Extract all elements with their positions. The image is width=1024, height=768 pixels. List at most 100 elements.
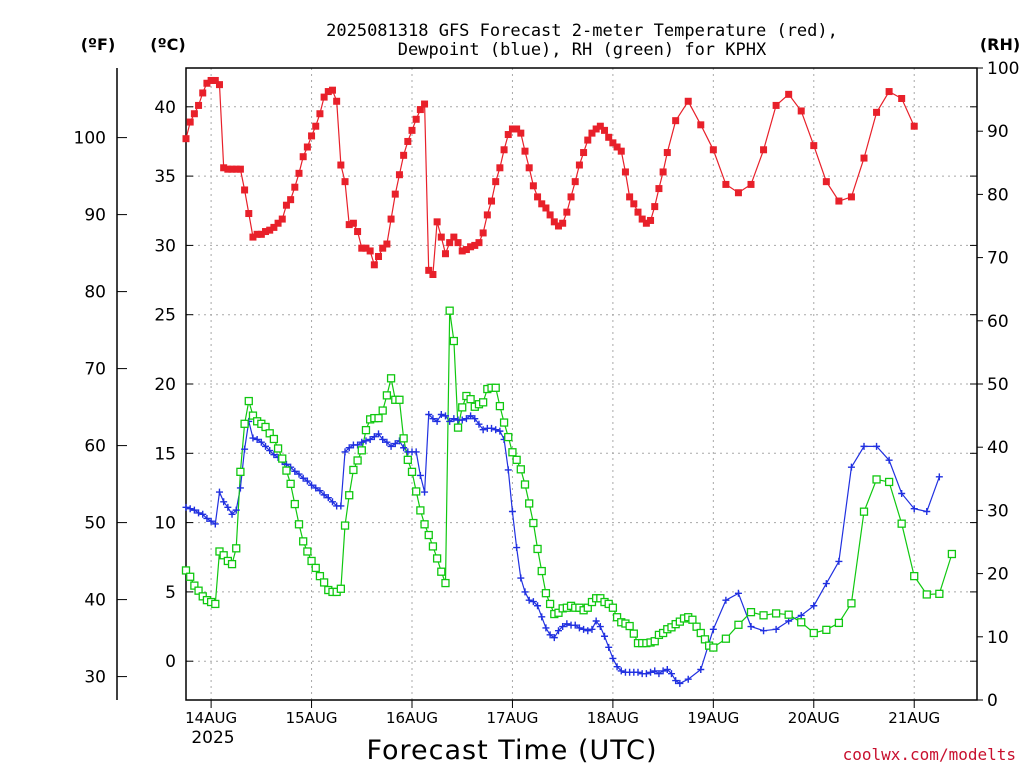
temperature-point	[211, 76, 219, 84]
temperature-point	[299, 153, 307, 161]
dewpoint-point	[697, 666, 705, 674]
dewpoint-point	[320, 491, 328, 499]
temperature-point	[626, 193, 634, 201]
temperature-point	[199, 89, 207, 97]
temperature-point	[659, 168, 667, 176]
rh-point	[269, 434, 279, 444]
dewpoint-point	[609, 654, 617, 662]
dewpoint-point	[224, 503, 232, 511]
rh-point	[240, 419, 249, 428]
temperature-point	[190, 110, 198, 118]
rh-point	[554, 608, 563, 617]
dewpoint-point	[375, 430, 383, 438]
temperature-point	[182, 135, 190, 143]
temperature-point	[249, 233, 257, 241]
x-tick-label: 18AUG	[587, 709, 639, 727]
rh-point	[412, 487, 421, 496]
dewpoint-point	[847, 463, 855, 471]
dewpoint-point	[488, 424, 496, 432]
dewpoint-point	[203, 514, 211, 522]
dewpoint-point	[429, 415, 437, 423]
dewpoint-point	[270, 451, 278, 459]
temperature-point	[684, 97, 692, 105]
unit-label-celsius: (ºC)	[150, 35, 185, 54]
rh-point	[629, 629, 638, 638]
temperature-point	[760, 146, 768, 154]
temperature-point	[580, 149, 588, 157]
dewpoint-point	[462, 415, 470, 423]
dewpoint-point	[467, 412, 475, 420]
dewpoint-point	[667, 670, 675, 678]
rh-point	[437, 567, 446, 576]
rh-point	[516, 465, 525, 474]
dewpoint-point	[441, 412, 449, 420]
rh-point	[315, 571, 325, 581]
temperature-point	[797, 107, 805, 115]
rh-point	[441, 578, 450, 588]
temperature-point	[492, 178, 500, 186]
dewpoint-point	[517, 574, 525, 582]
temperature-point	[274, 219, 282, 227]
dewpoint-point	[182, 503, 190, 511]
y-rh-tick-label: 80	[987, 185, 1009, 205]
temperature-point	[508, 125, 516, 133]
rh-point	[290, 499, 299, 509]
rh-point	[232, 544, 241, 553]
rh-point	[336, 584, 346, 593]
dewpoint-point	[860, 442, 868, 450]
dewpoint-point	[647, 668, 655, 676]
temperature-point	[722, 180, 730, 188]
dewpoint-point	[534, 602, 542, 610]
dewpoint-point	[421, 488, 429, 496]
dewpoint-point	[935, 473, 943, 481]
dewpoint-point	[651, 667, 659, 675]
rh-point	[307, 556, 316, 566]
dewpoint-point	[341, 448, 349, 456]
rh-point	[797, 618, 806, 627]
chart-axes	[116, 67, 983, 708]
dewpoint-point	[563, 620, 571, 628]
rh-point	[692, 622, 701, 631]
dewpoint-point	[345, 444, 353, 452]
temperature-point	[262, 228, 270, 236]
dewpoint-point	[797, 611, 805, 619]
rh-point	[273, 444, 283, 453]
rh-point	[872, 475, 881, 484]
rh-point	[420, 520, 429, 529]
rh-point	[353, 456, 362, 465]
rh-point	[190, 581, 199, 590]
temperature-point	[404, 137, 412, 145]
temperature-point	[228, 165, 236, 173]
dewpoint-point	[253, 435, 261, 443]
dewpoint-point	[471, 415, 479, 423]
temperature-point	[437, 233, 445, 241]
dewpoint-point	[659, 667, 667, 675]
x-axis-label: Forecast Time (UTC)	[366, 735, 657, 766]
rh-point	[458, 403, 467, 412]
rh-point	[700, 635, 710, 644]
temperature-point	[429, 271, 437, 279]
temperature-point	[642, 219, 650, 227]
dewpoint-point	[425, 410, 433, 418]
temperature-point	[454, 239, 462, 247]
dewpoint-point	[190, 506, 198, 514]
temperature-point	[333, 97, 341, 105]
rh-point	[537, 566, 546, 576]
rh-point	[445, 306, 454, 315]
temperature-point	[588, 129, 596, 137]
rh-point	[491, 383, 500, 392]
dewpoint-point	[228, 510, 236, 518]
dewpoint-point	[475, 420, 483, 428]
temperature-point	[224, 165, 232, 173]
dewpoint-point	[379, 435, 387, 443]
rh-point	[541, 589, 551, 598]
dewpoint-point	[734, 589, 742, 597]
temperature-point	[241, 186, 249, 194]
rh-point	[834, 618, 844, 628]
dewpoint-point	[241, 445, 249, 453]
rh-point	[181, 566, 191, 575]
temperature-point	[450, 233, 458, 241]
credit-text: coolwx.com/modelts	[843, 745, 1016, 764]
dewpoint-point	[416, 471, 424, 479]
